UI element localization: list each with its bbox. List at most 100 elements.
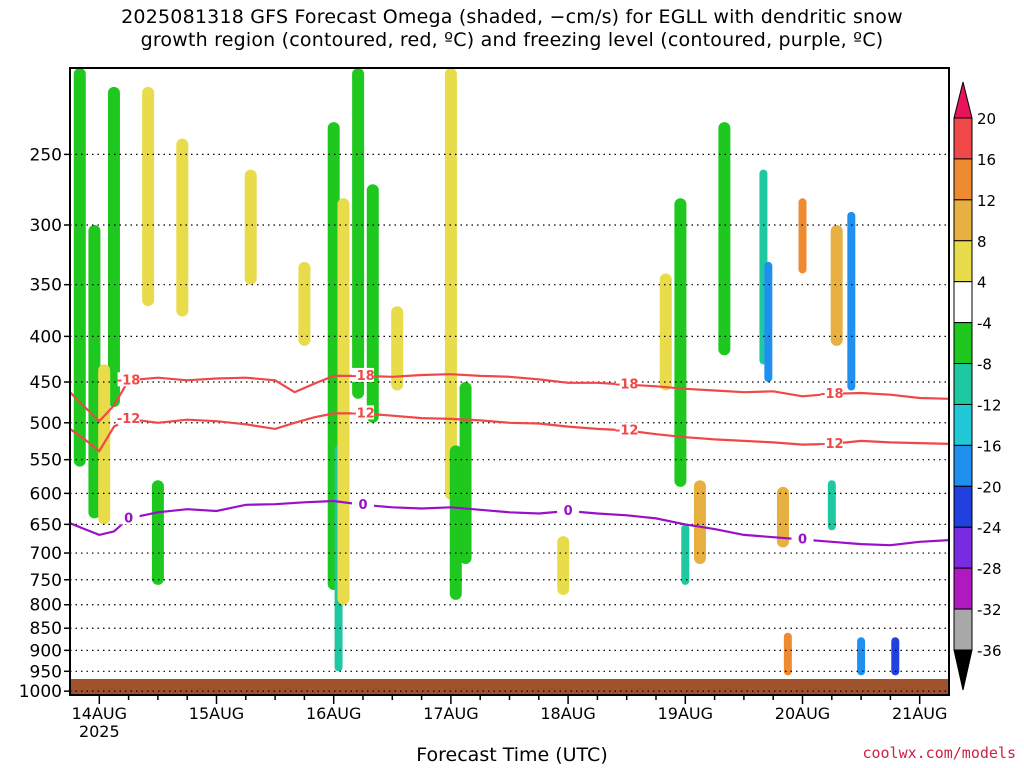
- colorbar-box: [953, 485, 973, 528]
- contour-label: -18: [820, 387, 844, 402]
- y-tick-label: 500: [30, 414, 62, 434]
- x-tick-label: 20AUG: [775, 704, 830, 723]
- omega-cell: [73, 68, 86, 467]
- colorbar-label: 20: [977, 110, 996, 128]
- contour-label: -12: [117, 412, 141, 427]
- contour-label: -12: [820, 437, 844, 452]
- omega-cell: [298, 261, 311, 346]
- omega-shading: [73, 68, 900, 676]
- x-tick-label: 14AUG: [72, 704, 127, 723]
- contour-label: 0: [124, 511, 133, 526]
- omega-cell: [857, 637, 866, 676]
- colorbar-label: 4: [977, 274, 987, 292]
- colorbar-label: -16: [977, 437, 1002, 455]
- contour-label: 0: [564, 504, 573, 519]
- omega-cell: [107, 86, 120, 407]
- x-tick-label: 15AUG: [189, 704, 244, 723]
- ground-surface: [70, 679, 949, 695]
- omega-cell: [891, 637, 900, 676]
- omega-cell: [847, 211, 856, 391]
- colorbar-label: -28: [977, 560, 1002, 578]
- y-tick-label: 750: [30, 571, 62, 591]
- colorbar-box: [953, 526, 973, 569]
- x-tick-label: 2025: [79, 722, 120, 741]
- contour-label-bg: [791, 531, 814, 546]
- omega-cell: [764, 261, 773, 382]
- omega-cell: [391, 306, 404, 391]
- contour-label: -18: [351, 369, 375, 384]
- contour-label-bg: [820, 435, 843, 450]
- omega-cell: [151, 480, 164, 585]
- y-tick-label: 950: [30, 662, 62, 682]
- colorbar-arrow-top: [953, 81, 973, 119]
- y-tick-label: 350: [30, 276, 62, 296]
- y-tick-label: 550: [30, 451, 62, 471]
- omega-cell: [783, 632, 792, 676]
- temperature-contours: -18 -18 -18 -18 -12 -12 -12 -12 0 0 0 0: [69, 367, 950, 548]
- x-tick-label: 16AUG: [306, 704, 361, 723]
- contour-label-bg: [615, 376, 638, 391]
- omega-cell: [693, 480, 706, 564]
- colorbar-box: [953, 158, 973, 201]
- omega-cell: [244, 169, 257, 285]
- omega-cell: [681, 524, 690, 585]
- omega-cell: [776, 486, 789, 548]
- colorbar-label: 8: [977, 233, 987, 251]
- omega-cell: [659, 273, 672, 391]
- colorbar-label: -4: [977, 315, 992, 333]
- colorbar-label: 12: [977, 192, 996, 210]
- omega-cell: [176, 138, 189, 317]
- colorbar-box: [953, 322, 973, 365]
- omega-cell: [830, 224, 843, 346]
- contour-label: -18: [117, 373, 141, 388]
- colorbar-box: [953, 608, 973, 651]
- contour-label-bg: [820, 385, 843, 400]
- y-tick-label: 400: [30, 327, 62, 347]
- omega-cell: [337, 198, 350, 605]
- colorbar-label: -32: [977, 601, 1002, 619]
- omega-cell: [674, 198, 687, 487]
- chart-title: 2025081318 GFS Forecast Omega (shaded, −…: [0, 6, 1024, 52]
- colorbar-box: [953, 199, 973, 242]
- y-tick-label: 300: [30, 216, 62, 236]
- colorbar-box: [953, 444, 973, 487]
- colorbar: 20 16 12 8 4 -4 -8 -12 -16 -20 -24 -28 -32 -36: [953, 81, 1002, 691]
- colorbar-box: [953, 403, 973, 446]
- omega-cell: [459, 381, 472, 564]
- y-tick-label: 450: [30, 373, 62, 393]
- credit-text: coolwx.com/models: [862, 744, 1016, 762]
- gridlines: [70, 153, 949, 692]
- omega-cell: [557, 536, 570, 595]
- contour-label-bg: [352, 367, 374, 382]
- contour-line: [69, 412, 950, 453]
- y-tick-label: 700: [30, 544, 62, 564]
- omega-cell: [449, 445, 462, 600]
- colorbar-label: -36: [977, 642, 1002, 660]
- y-tick-label: 650: [30, 515, 62, 535]
- omega-cell: [352, 68, 365, 399]
- colorbar-label: 16: [977, 151, 996, 169]
- x-tick-label: 17AUG: [423, 704, 478, 723]
- title-line-1: 2025081318 GFS Forecast Omega (shaded, −…: [121, 6, 903, 28]
- colorbar-label: -20: [977, 478, 1002, 496]
- contour-label-bg: [117, 410, 140, 425]
- contour-line: [69, 373, 950, 423]
- plot-background: [70, 68, 949, 695]
- y-tick-label: 250: [30, 145, 62, 165]
- y-tick-label: 600: [30, 484, 62, 504]
- colorbar-box: [953, 240, 973, 283]
- colorbar-box: [953, 363, 973, 405]
- contour-label-bg: [352, 496, 374, 511]
- contour-label-bg: [117, 372, 140, 387]
- x-tick-label: 18AUG: [540, 704, 595, 723]
- contour-label: -18: [615, 378, 639, 393]
- colorbar-box: [953, 281, 973, 324]
- contour-label-bg: [615, 422, 638, 437]
- contour-label: -12: [351, 406, 375, 421]
- colorbar-box: [953, 567, 973, 610]
- contour-label: 0: [358, 498, 367, 513]
- omega-cell: [366, 184, 379, 423]
- x-tick-label: 21AUG: [892, 704, 947, 723]
